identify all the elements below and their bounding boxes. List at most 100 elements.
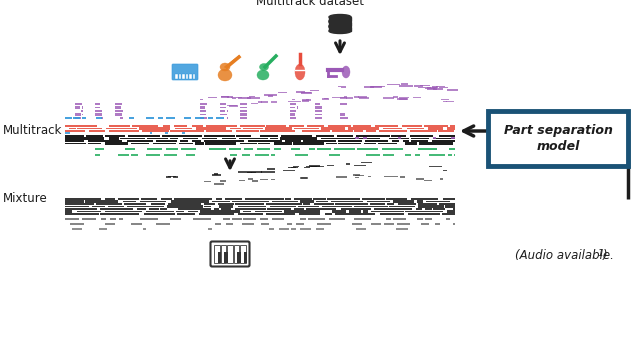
Bar (447, 154, 452, 156)
Bar (81, 107, 83, 109)
Bar (300, 228, 311, 230)
Bar (294, 208, 304, 210)
Bar (271, 154, 275, 156)
Bar (65, 117, 72, 119)
Bar (221, 209, 231, 210)
Bar (329, 154, 340, 156)
Bar (177, 211, 184, 212)
Bar (433, 88, 444, 90)
Bar (170, 218, 181, 219)
Bar (170, 200, 209, 202)
Bar (200, 106, 205, 109)
Bar (364, 86, 374, 88)
Bar (257, 148, 270, 150)
Bar (348, 127, 378, 130)
Text: Multitrack: Multitrack (3, 124, 62, 137)
Bar (142, 130, 170, 132)
Bar (229, 105, 238, 107)
Bar (104, 211, 142, 212)
Bar (417, 203, 437, 205)
Bar (179, 74, 181, 79)
Bar (399, 203, 416, 205)
Bar (175, 128, 191, 129)
Bar (106, 135, 125, 137)
Text: Mixture: Mixture (3, 193, 48, 206)
Bar (289, 125, 304, 127)
Bar (417, 218, 423, 219)
Bar (227, 223, 234, 225)
Bar (65, 125, 97, 127)
Bar (204, 203, 215, 205)
Bar (353, 206, 388, 207)
Bar (315, 106, 322, 109)
Bar (216, 198, 221, 200)
Bar (236, 135, 252, 137)
Bar (125, 148, 135, 150)
Bar (389, 206, 415, 207)
Bar (156, 223, 170, 225)
Bar (321, 138, 356, 139)
Bar (396, 228, 408, 230)
Bar (239, 180, 244, 181)
Bar (174, 125, 188, 127)
Bar (166, 118, 175, 119)
Bar (188, 211, 198, 212)
Bar (412, 140, 428, 142)
Bar (405, 211, 443, 212)
Bar (331, 201, 363, 202)
Bar (424, 125, 447, 127)
Bar (405, 154, 411, 156)
Bar (285, 140, 301, 142)
Bar (208, 117, 212, 119)
Bar (346, 163, 350, 165)
Bar (200, 211, 239, 212)
Bar (83, 218, 96, 219)
Bar (385, 223, 394, 225)
Bar (278, 92, 287, 93)
Bar (307, 125, 324, 127)
Bar (212, 174, 221, 176)
Bar (147, 148, 161, 150)
Bar (355, 137, 358, 139)
Bar (65, 206, 89, 207)
Bar (179, 143, 193, 144)
Bar (182, 132, 185, 133)
Bar (327, 198, 360, 200)
Bar (238, 206, 266, 207)
Bar (240, 110, 247, 112)
Bar (365, 140, 388, 142)
Bar (397, 98, 407, 100)
Bar (441, 99, 449, 101)
FancyBboxPatch shape (211, 241, 250, 267)
Bar (247, 97, 260, 99)
Bar (294, 198, 312, 200)
Bar (306, 166, 317, 167)
Bar (356, 148, 378, 150)
Bar (109, 218, 116, 220)
Bar (356, 228, 366, 230)
Bar (433, 208, 445, 210)
Bar (279, 228, 289, 229)
Bar (316, 201, 328, 202)
Bar (285, 198, 291, 200)
Bar (308, 218, 324, 220)
Bar (220, 107, 226, 108)
Bar (266, 125, 285, 127)
Bar (454, 208, 455, 210)
Bar (81, 110, 83, 112)
Bar (335, 203, 368, 205)
Bar (260, 179, 268, 180)
Bar (354, 96, 359, 98)
Bar (180, 140, 188, 142)
Bar (106, 128, 137, 129)
Bar (239, 138, 268, 139)
Bar (428, 127, 443, 130)
Bar (361, 162, 372, 163)
Bar (291, 148, 300, 150)
Bar (108, 206, 124, 207)
Bar (398, 137, 401, 139)
Bar (317, 148, 331, 150)
Bar (355, 175, 364, 176)
Bar (330, 218, 345, 220)
Bar (357, 138, 380, 139)
